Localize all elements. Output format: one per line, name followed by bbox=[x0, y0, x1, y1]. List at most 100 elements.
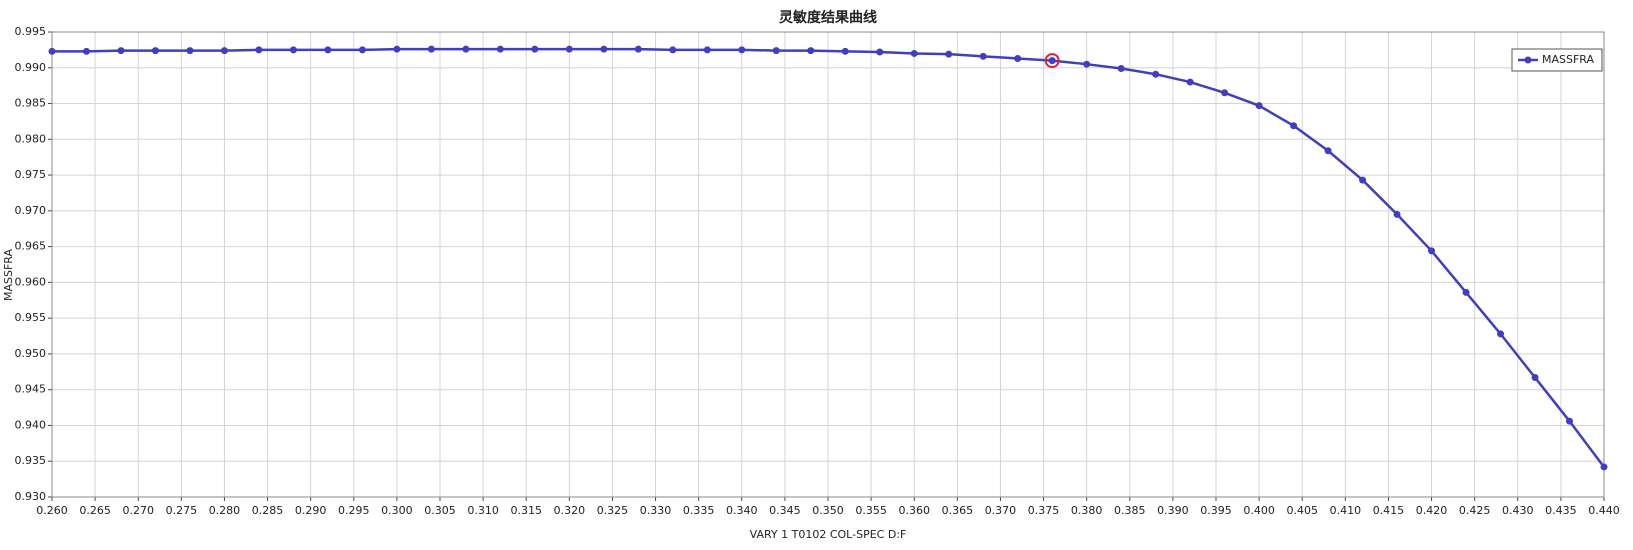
x-tick-label: 0.400 bbox=[1243, 504, 1275, 517]
data-point[interactable] bbox=[945, 50, 953, 58]
x-tick-label: 0.390 bbox=[1157, 504, 1189, 517]
x-tick-label: 0.265 bbox=[79, 504, 111, 517]
y-tick-label: 0.985 bbox=[15, 97, 47, 110]
data-point[interactable] bbox=[255, 46, 263, 54]
data-point[interactable] bbox=[531, 45, 539, 53]
selected-point[interactable] bbox=[1044, 53, 1060, 69]
data-point[interactable] bbox=[1428, 247, 1436, 255]
x-tick-label: 0.320 bbox=[554, 504, 586, 517]
data-point[interactable] bbox=[703, 46, 711, 54]
x-tick-label: 0.275 bbox=[166, 504, 198, 517]
data-point[interactable] bbox=[1117, 64, 1125, 72]
data-point[interactable] bbox=[910, 49, 918, 57]
x-axis-label: VARY 1 T0102 COL-SPEC D:F bbox=[750, 528, 907, 541]
x-tick-label: 0.335 bbox=[683, 504, 715, 517]
x-tick-label: 0.350 bbox=[812, 504, 844, 517]
data-point[interactable] bbox=[289, 46, 297, 54]
data-point[interactable] bbox=[324, 46, 332, 54]
y-tick-label: 0.980 bbox=[15, 132, 47, 145]
x-tick-label: 0.365 bbox=[942, 504, 974, 517]
x-tick-label: 0.285 bbox=[252, 504, 284, 517]
data-point[interactable] bbox=[565, 45, 573, 53]
data-point[interactable] bbox=[82, 47, 90, 55]
x-tick-label: 0.405 bbox=[1286, 504, 1318, 517]
data-point[interactable] bbox=[738, 46, 746, 54]
data-point[interactable] bbox=[358, 46, 366, 54]
x-tick-label: 0.420 bbox=[1416, 504, 1448, 517]
y-tick-label: 0.935 bbox=[15, 454, 47, 467]
x-tick-label: 0.280 bbox=[209, 504, 241, 517]
data-point[interactable] bbox=[669, 46, 677, 54]
chart-title: 灵敏度结果曲线 bbox=[779, 9, 877, 26]
x-tick-label: 0.425 bbox=[1459, 504, 1491, 517]
data-point[interactable] bbox=[979, 52, 987, 60]
data-point[interactable] bbox=[496, 45, 504, 53]
data-point[interactable] bbox=[600, 45, 608, 53]
x-tick-label: 0.260 bbox=[36, 504, 68, 517]
x-tick-label: 0.380 bbox=[1071, 504, 1103, 517]
data-point[interactable] bbox=[220, 47, 228, 55]
x-tick-label: 0.410 bbox=[1330, 504, 1362, 517]
x-tick-label: 0.415 bbox=[1373, 504, 1405, 517]
data-point[interactable] bbox=[427, 45, 435, 53]
data-point[interactable] bbox=[1290, 122, 1298, 130]
data-point[interactable] bbox=[393, 45, 401, 53]
series-line bbox=[52, 47, 1605, 468]
data-point[interactable] bbox=[186, 47, 194, 55]
x-tick-label: 0.345 bbox=[769, 504, 801, 517]
x-tick-label: 0.430 bbox=[1502, 504, 1534, 517]
data-point[interactable] bbox=[876, 48, 884, 56]
data-point[interactable] bbox=[1324, 147, 1332, 155]
y-tick-label: 0.960 bbox=[15, 275, 47, 288]
data-point[interactable] bbox=[1083, 60, 1091, 68]
data-point[interactable] bbox=[1186, 78, 1194, 86]
data-point[interactable] bbox=[1014, 54, 1022, 62]
x-tick-label: 0.305 bbox=[424, 504, 456, 517]
x-tick-label: 0.310 bbox=[467, 504, 499, 517]
x-tick-label: 0.295 bbox=[338, 504, 370, 517]
x-tick-label: 0.360 bbox=[898, 504, 930, 517]
data-point[interactable] bbox=[634, 45, 642, 53]
data-point[interactable] bbox=[1600, 463, 1608, 471]
data-point[interactable] bbox=[1048, 57, 1056, 65]
x-tick-label: 0.355 bbox=[855, 504, 887, 517]
data-point[interactable] bbox=[1359, 176, 1367, 184]
data-point[interactable] bbox=[48, 47, 56, 55]
legend-box bbox=[1511, 48, 1603, 72]
data-point[interactable] bbox=[841, 47, 849, 55]
data-point[interactable] bbox=[1462, 288, 1470, 296]
data-point[interactable] bbox=[772, 47, 780, 55]
x-tick-label: 0.330 bbox=[640, 504, 672, 517]
data-point[interactable] bbox=[1152, 70, 1160, 78]
y-tick-label: 0.930 bbox=[15, 490, 47, 503]
plot-frame bbox=[51, 31, 1605, 498]
data-point[interactable] bbox=[151, 47, 159, 55]
y-tick-label: 0.995 bbox=[15, 25, 47, 38]
y-tick-label: 0.970 bbox=[15, 204, 47, 217]
data-point[interactable] bbox=[462, 45, 470, 53]
x-tick-label: 0.375 bbox=[1028, 504, 1060, 517]
data-point[interactable] bbox=[807, 47, 815, 55]
data-point[interactable] bbox=[1393, 210, 1401, 218]
x-tick-label: 0.385 bbox=[1114, 504, 1146, 517]
data-point[interactable] bbox=[117, 47, 125, 55]
x-tick-label: 0.325 bbox=[597, 504, 629, 517]
x-tick-label: 0.340 bbox=[726, 504, 758, 517]
x-tick-label: 0.395 bbox=[1200, 504, 1232, 517]
y-tick-label: 0.990 bbox=[15, 61, 47, 74]
y-tick-label: 0.975 bbox=[15, 168, 47, 181]
data-point[interactable] bbox=[1255, 102, 1263, 110]
y-tick-label: 0.945 bbox=[15, 383, 47, 396]
x-tick-label: 0.440 bbox=[1588, 504, 1620, 517]
data-point[interactable] bbox=[1566, 417, 1574, 425]
data-point[interactable] bbox=[1221, 89, 1229, 97]
y-tick-label: 0.965 bbox=[15, 240, 47, 253]
legend-marker bbox=[1524, 56, 1532, 64]
data-point[interactable] bbox=[1497, 330, 1505, 338]
data-point[interactable] bbox=[1531, 374, 1539, 382]
y-axis-label: MASSFRA bbox=[2, 249, 15, 302]
x-tick-label: 0.370 bbox=[985, 504, 1017, 517]
legend-label: MASSFRA bbox=[1542, 53, 1595, 66]
